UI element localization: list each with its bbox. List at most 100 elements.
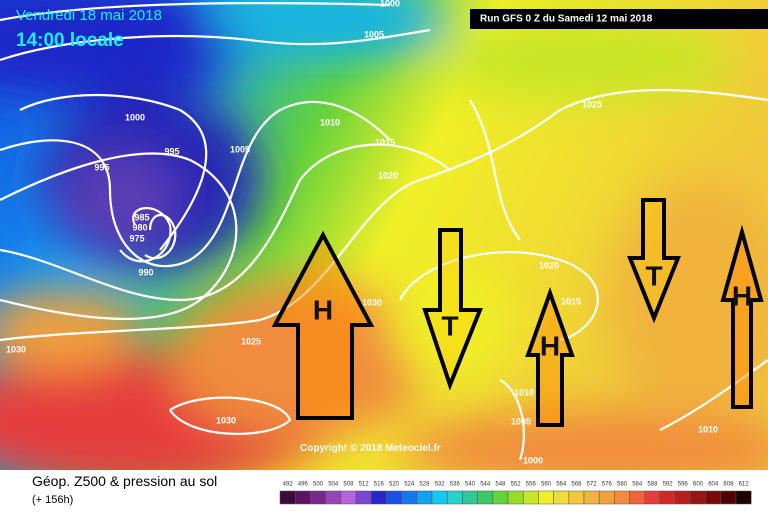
isobar-label: 1005 xyxy=(230,144,250,154)
isobar-label: 975 xyxy=(129,233,144,243)
legend-label: 612 xyxy=(739,482,750,488)
legend-swatch xyxy=(401,490,418,505)
legend-swatch xyxy=(310,490,326,505)
legend-label: 584 xyxy=(632,482,643,488)
legend-label: 600 xyxy=(693,482,704,488)
legend-swatch xyxy=(720,490,737,505)
legend-swatch xyxy=(325,490,342,505)
legend-swatch xyxy=(446,490,463,505)
legend-label: 572 xyxy=(587,482,598,488)
legend-swatch xyxy=(705,490,722,505)
legend-label: 564 xyxy=(556,482,567,488)
legend-label: 604 xyxy=(708,482,719,488)
field xyxy=(0,0,768,490)
date: Vendredi 18 mai 2018 xyxy=(16,7,162,24)
run-banner xyxy=(470,9,768,29)
legend-swatch xyxy=(507,490,524,505)
legend-swatch xyxy=(690,490,706,505)
legend-label: 552 xyxy=(511,482,522,488)
arrows xyxy=(271,198,764,427)
isobar-label: 980 xyxy=(132,222,147,232)
copyright: Copyright © 2018 Meteociel.fr xyxy=(300,443,441,454)
arrow-label: T xyxy=(441,310,458,341)
legend-swatch xyxy=(477,490,494,505)
legend-label: 568 xyxy=(571,482,582,488)
legend-label: 508 xyxy=(343,482,354,488)
legend-label: 592 xyxy=(663,482,674,488)
isobar-label: 1025 xyxy=(241,336,261,346)
isobar-label: 1010 xyxy=(698,424,718,434)
legend-label: 492 xyxy=(283,482,294,488)
legend-label: 596 xyxy=(678,482,689,488)
isobar-label: 1000 xyxy=(523,455,543,465)
legend-label: 500 xyxy=(313,482,324,488)
isobar-label: 1030 xyxy=(216,415,236,425)
legend-swatch xyxy=(735,490,752,505)
arrow-label: T xyxy=(645,260,662,291)
legend-label: 496 xyxy=(298,482,309,488)
legend-label: 524 xyxy=(404,482,415,488)
isobar-label: 1010 xyxy=(320,117,340,127)
isobar-label: 1030 xyxy=(362,297,382,307)
isobar-label: 995 xyxy=(164,146,179,156)
legend-label: 580 xyxy=(617,482,628,488)
legend-swatch xyxy=(644,490,661,505)
legend-swatch xyxy=(462,490,478,505)
legend-swatch xyxy=(583,490,600,505)
arrow-label: H xyxy=(313,294,333,325)
isobar-label: 1030 xyxy=(6,344,26,354)
isobar-label: 1025 xyxy=(582,99,602,109)
legend-label: 608 xyxy=(723,482,734,488)
legend-label: 576 xyxy=(602,482,613,488)
arrow-label: H xyxy=(732,280,752,311)
legend-swatch xyxy=(416,490,433,505)
isobar-label: 1015 xyxy=(375,137,395,147)
legend-label: 540 xyxy=(465,482,476,488)
isobar-label: 1000 xyxy=(380,0,400,8)
legend-swatch xyxy=(568,490,585,505)
isobar-label: 1010 xyxy=(514,387,534,397)
legend-swatch xyxy=(431,490,448,505)
legend-swatch xyxy=(492,490,509,505)
arrow-label: H xyxy=(540,330,560,361)
legend-swatch xyxy=(522,490,539,505)
legend-swatch xyxy=(538,490,554,505)
isobar-label: 1000 xyxy=(125,112,145,122)
legend-label: 536 xyxy=(450,482,461,488)
legend-label: 588 xyxy=(647,482,658,488)
legend-label: 520 xyxy=(389,482,400,488)
footer-title: Géop. Z500 & pression au sol xyxy=(32,473,217,489)
legend-swatch xyxy=(598,490,615,505)
legend-swatch xyxy=(674,490,691,505)
isobar-label: 1020 xyxy=(378,170,398,180)
isobar-label: 995 xyxy=(94,162,109,172)
legend-swatch xyxy=(294,490,311,505)
legend-label: 556 xyxy=(526,482,537,488)
legend-swatch xyxy=(553,490,570,505)
run-info: Run GFS 0 Z du Samedi 12 mai 2018 xyxy=(480,14,653,25)
legend-swatch xyxy=(629,490,646,505)
legend-swatch xyxy=(386,490,402,505)
isobar-label: 1015 xyxy=(561,296,581,306)
legend-label: 532 xyxy=(435,482,446,488)
legend-swatch xyxy=(614,490,630,505)
legend-label: 528 xyxy=(419,482,430,488)
isobar-label: 1005 xyxy=(364,29,384,39)
isobar-label: 990 xyxy=(138,267,153,277)
legend-swatch xyxy=(279,490,296,505)
footer-lead: (+ 156h) xyxy=(32,494,73,506)
isobar-label: 1020 xyxy=(539,260,559,270)
legend-label: 516 xyxy=(374,482,385,488)
legend-label: 560 xyxy=(541,482,552,488)
color-legend: 492 496 500 504 508 512 516 520 524 528 532 536 540 5… xyxy=(279,482,752,505)
legend-swatch xyxy=(340,490,357,505)
isobars xyxy=(0,2,768,461)
isobar-labels: 1000 1005 1000 995 1010 1005 1015 995 1020 1025 98… xyxy=(6,0,718,465)
legend-swatch xyxy=(659,490,676,505)
arrow-labels: H T H T H xyxy=(313,260,752,361)
time: 14:00 locale xyxy=(16,30,124,51)
legend-swatch xyxy=(355,490,372,505)
legend-label: 544 xyxy=(480,482,491,488)
legend-label: 504 xyxy=(328,482,339,488)
